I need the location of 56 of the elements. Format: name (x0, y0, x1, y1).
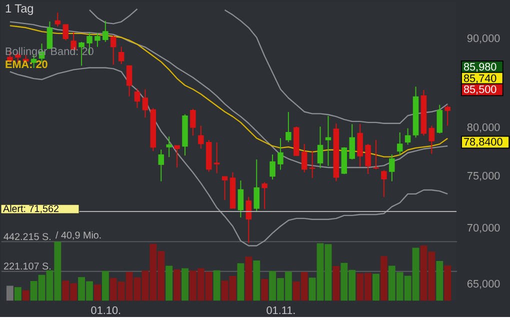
candlestick (389, 154, 395, 182)
candlestick (254, 158, 260, 212)
y-tick-label: 75,000 (466, 170, 500, 183)
candlestick (349, 124, 355, 160)
candlestick (110, 34, 116, 66)
candlestick (174, 145, 180, 168)
candlestick (54, 12, 61, 28)
annotation: / 40,9 Mio. (55, 230, 102, 242)
candlestick (396, 132, 403, 156)
candlestick (317, 126, 324, 169)
candlestick (46, 20, 53, 50)
candlestick (102, 20, 108, 42)
candlestick (301, 144, 308, 173)
text: 85,740 (463, 72, 497, 85)
candlestick (198, 125, 204, 150)
candlestick (309, 150, 316, 178)
candlestick (238, 180, 244, 218)
y-tick-label: 70,000 (466, 222, 500, 235)
candlestick (134, 88, 140, 108)
candlestick (158, 149, 164, 182)
text: 78,8400 (463, 136, 503, 149)
candlestick (365, 144, 371, 175)
y-tick-label: 65,000 (466, 278, 500, 291)
text: 85,500 (463, 84, 497, 96)
candlestick (428, 125, 435, 154)
y2-tick-label: 221.107 S. (3, 262, 52, 273)
candlestick (222, 176, 228, 201)
candlestick (190, 108, 196, 136)
y-tick-label: 80,000 (466, 122, 500, 134)
chart-title: 1 Tag (4, 1, 34, 16)
candlestick (270, 154, 276, 180)
candlestick (325, 115, 332, 166)
candlestick (214, 142, 220, 174)
candlestick (166, 136, 172, 158)
candlestick (444, 104, 450, 126)
candlestick (118, 46, 124, 65)
candlestick (246, 196, 252, 244)
text: 85,980 (463, 61, 497, 74)
y2-tick-label: 442.215 S. (3, 232, 52, 244)
candlestick (262, 182, 268, 210)
candlestick (94, 32, 100, 48)
candlestick (278, 138, 284, 170)
text: EMA: 20 (4, 58, 48, 71)
candlestick (286, 112, 292, 143)
candlestick (357, 124, 363, 168)
candlestick (126, 65, 132, 97)
ref-line-label: Alert: 71,562 (2, 204, 60, 216)
candlestick (381, 170, 387, 198)
candlestick (373, 139, 379, 170)
candlestick (404, 128, 411, 146)
candlestick (142, 88, 148, 118)
candlestick (436, 104, 443, 134)
y-tick-label: 90,000 (466, 32, 500, 45)
x-tick-label: 01.11. (266, 304, 296, 317)
x-tick-label: 01.10. (90, 304, 122, 317)
candlestick (62, 24, 68, 41)
